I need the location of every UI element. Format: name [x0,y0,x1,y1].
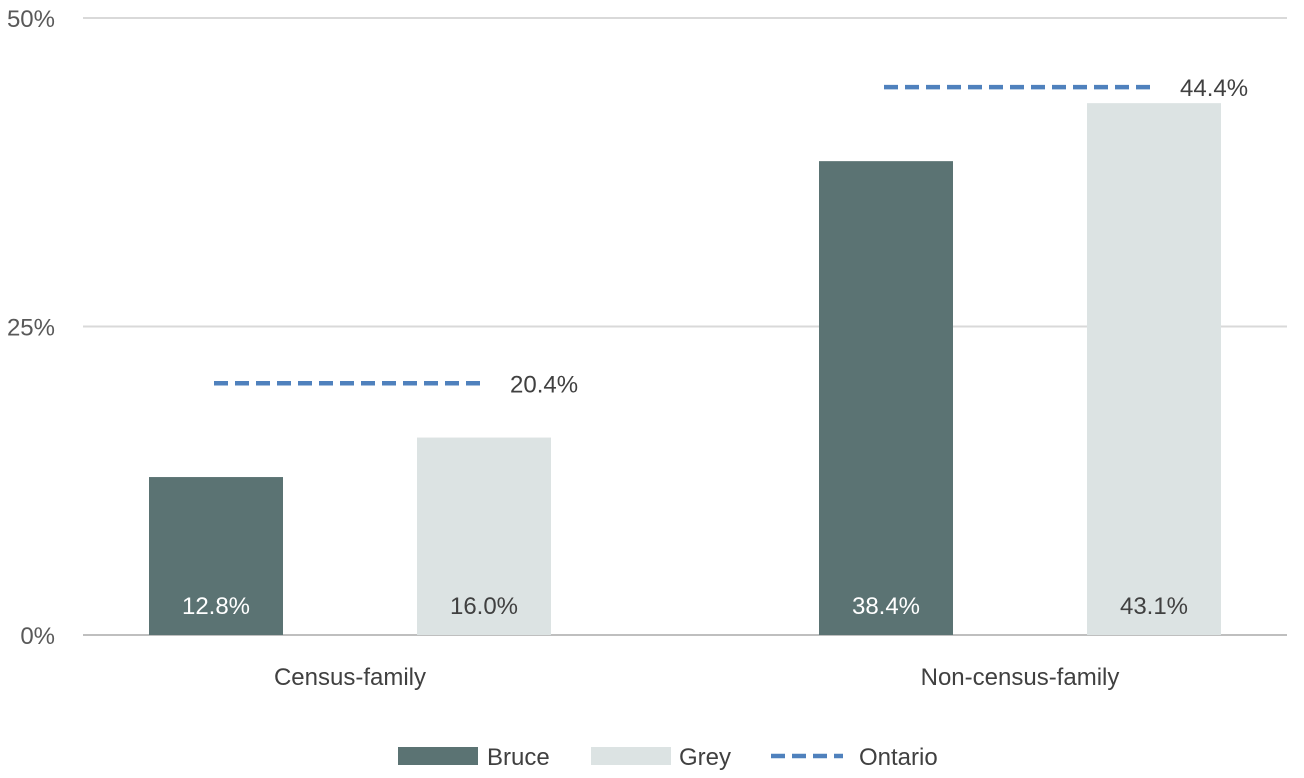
data-label-ontario: 20.4% [510,371,578,398]
ontario-reference-lines [214,84,1156,386]
legend-label: Ontario [859,744,938,771]
y-tick-label: 25% [7,315,55,342]
data-label-bruce: 38.4% [852,593,920,620]
x-axis-categories: Census-family Non-census-family [274,664,1119,691]
y-axis-ticks: 0% 25% 50% [7,6,55,650]
data-label-grey: 43.1% [1120,593,1188,620]
x-category-label: Census-family [274,664,426,691]
y-tick-label: 0% [20,623,55,650]
legend-item-bruce: Bruce [398,744,550,771]
legend-swatch [398,747,478,765]
legend-swatch [591,747,671,765]
bars [149,103,1221,636]
bar-grey-1 [1087,103,1221,635]
data-label-ontario: 44.4% [1180,75,1248,102]
y-tick-label: 50% [7,6,55,33]
data-labels: 12.8% 38.4% 16.0% 43.1% 20.4% 44.4% [182,75,1248,620]
data-label-grey: 16.0% [450,593,518,620]
data-label-bruce: 12.8% [182,593,250,620]
bar-grey-0 [417,437,551,635]
legend-label: Bruce [487,744,550,771]
legend-item-grey: Grey [591,744,731,771]
gridlines [83,17,1287,636]
legend: Bruce Grey Ontario [398,744,938,771]
bar-bruce-0 [149,477,283,635]
legend-item-ontario: Ontario [771,744,938,771]
x-category-label: Non-census-family [921,664,1120,691]
bar-bruce-1 [819,161,953,636]
legend-label: Grey [679,744,731,771]
